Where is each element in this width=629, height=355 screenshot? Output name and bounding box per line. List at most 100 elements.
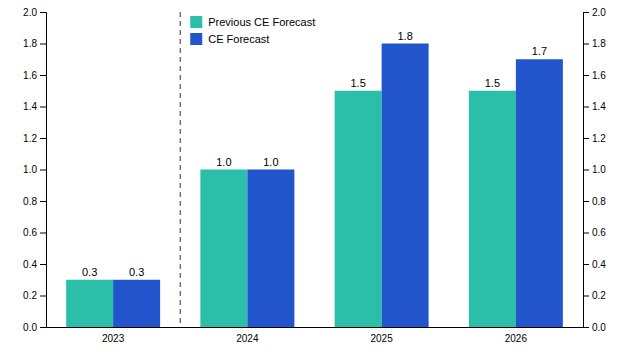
tick: 2024	[236, 327, 259, 344]
tick: 0.4	[583, 259, 606, 270]
tick-mark	[583, 264, 589, 265]
tick-mark	[583, 44, 589, 45]
tick-mark	[583, 170, 589, 171]
tick: 1.8	[583, 38, 606, 49]
tick: 2.0	[23, 7, 46, 18]
tick-label: 1.6	[23, 70, 37, 81]
tick-mark	[40, 170, 46, 171]
bar	[247, 170, 294, 328]
legend-item: Previous CE Forecast	[190, 16, 315, 28]
tick-mark	[583, 107, 589, 108]
tick-label: 0.4	[23, 259, 37, 270]
tick: 1.8	[23, 38, 46, 49]
tick-label: 1.4	[23, 101, 37, 112]
tick: 1.6	[583, 70, 606, 81]
data-labels: 0.3 1.0 1.5 1.5 0.3 1.0 1.8 1.7	[82, 30, 547, 278]
tick-label: 0.2	[23, 290, 37, 301]
data-label: 1.7	[532, 45, 547, 57]
tick: 0.0	[583, 322, 606, 333]
y2-axis: 0.0 0.2 0.4 0.6 0.8 1.0 1.2 1.4 1.6 1.8 2.0	[583, 7, 606, 333]
tick: 1.0	[23, 164, 46, 175]
legend: Previous CE Forecast CE Forecast	[190, 16, 315, 45]
tick: 0.8	[23, 196, 46, 207]
tick: 0.0	[23, 322, 46, 333]
tick-label: 1.6	[592, 70, 606, 81]
tick: 0.6	[583, 227, 606, 238]
data-label: 0.3	[82, 266, 97, 278]
tick-label: 0.8	[23, 196, 37, 207]
tick-mark	[40, 264, 46, 265]
axis-line	[584, 13, 590, 328]
tick-mark	[40, 12, 46, 13]
legend-swatch	[190, 16, 202, 28]
tick: 1.2	[583, 133, 606, 144]
tick-label: 1.2	[23, 133, 37, 144]
chart: 0.00.20.40.60.81.01.21.41.61.82.00.00.20…	[0, 0, 629, 355]
legend-item: CE Forecast	[190, 33, 269, 45]
tick: 0.8	[583, 196, 606, 207]
tick-label: 0.6	[592, 227, 606, 238]
tick-label: 0.8	[592, 196, 606, 207]
tick-mark	[40, 75, 46, 76]
data-label: 1.5	[350, 77, 365, 89]
tick-label: 2023	[102, 333, 125, 344]
tick-label: 2024	[236, 333, 259, 344]
bar	[200, 170, 247, 328]
tick-mark	[583, 12, 589, 13]
axis-line	[40, 13, 47, 328]
tick: 1.2	[23, 133, 46, 144]
tick-label: 1.2	[592, 133, 606, 144]
tick-mark	[40, 296, 46, 297]
tick-mark	[40, 138, 46, 139]
tick: 2023	[102, 327, 125, 344]
tick: 0.6	[23, 227, 46, 238]
tick-mark	[583, 138, 589, 139]
tick-mark	[40, 201, 46, 202]
series	[66, 91, 516, 327]
bar	[382, 44, 429, 328]
tick-mark	[40, 107, 46, 108]
tick-label: 0.0	[23, 322, 37, 333]
tick: 1.6	[23, 70, 46, 81]
tick-label: 2026	[505, 333, 528, 344]
legend-label: CE Forecast	[208, 33, 269, 45]
plot: 0.00.20.40.60.81.01.21.41.61.82.00.00.20…	[23, 7, 606, 344]
bar	[516, 59, 563, 327]
bar	[113, 280, 160, 327]
axis-line	[47, 327, 584, 328]
tick-label: 0.6	[23, 227, 37, 238]
tick: 1.0	[583, 164, 606, 175]
data-label: 1.5	[485, 77, 500, 89]
tick: 2025	[371, 327, 394, 344]
data-label: 0.3	[129, 266, 144, 278]
y-axis: 0.0 0.2 0.4 0.6 0.8 1.0 1.2 1.4 1.6 1.8 2.0	[23, 7, 46, 333]
tick-mark	[40, 327, 46, 328]
tick-label: 2.0	[23, 7, 37, 18]
tick-mark	[583, 233, 589, 234]
tick: 1.4	[583, 101, 606, 112]
bar	[469, 91, 516, 327]
tick: 1.4	[23, 101, 46, 112]
data-label: 1.0	[263, 156, 278, 168]
tick: 0.2	[23, 290, 46, 301]
data-label: 1.0	[216, 156, 231, 168]
tick-label: 0.2	[592, 290, 606, 301]
tick-mark	[583, 201, 589, 202]
tick-label: 2025	[371, 333, 394, 344]
tick: 2026	[505, 327, 528, 344]
tick: 0.2	[583, 290, 606, 301]
tick-label: 0.4	[592, 259, 606, 270]
tick-mark	[583, 296, 589, 297]
legend-label: Previous CE Forecast	[208, 16, 315, 28]
tick-mark	[583, 327, 589, 328]
tick-mark	[40, 233, 46, 234]
tick: 0.4	[23, 259, 46, 270]
tick-label: 1.0	[592, 164, 606, 175]
tick-label: 1.4	[592, 101, 606, 112]
separator-line	[180, 12, 181, 327]
x-axis: 2023 2024 2025 2026	[47, 327, 584, 344]
tick: 2.0	[583, 7, 606, 18]
legend-swatch	[190, 33, 202, 45]
bars	[66, 44, 563, 328]
data-label: 1.8	[397, 30, 412, 42]
